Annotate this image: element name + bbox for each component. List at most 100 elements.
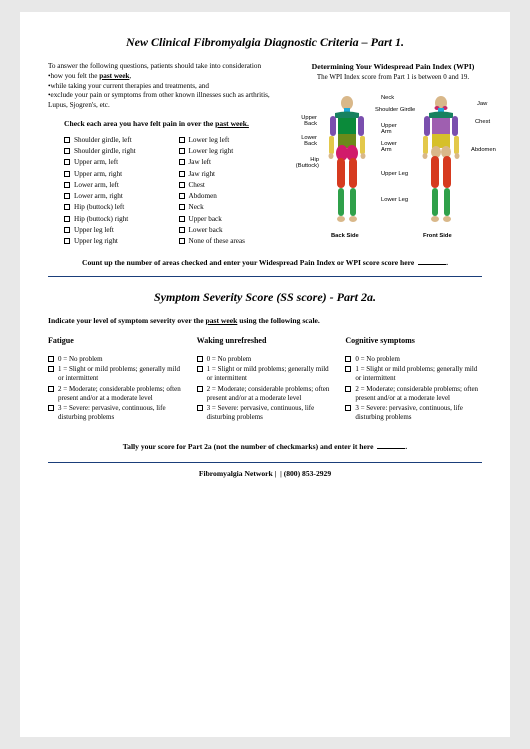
checkbox-box[interactable] — [179, 171, 185, 177]
checkbox-box[interactable] — [64, 148, 70, 154]
checkbox-box[interactable] — [48, 366, 54, 372]
part2a-score-blank[interactable] — [377, 448, 405, 449]
checkbox-box[interactable] — [345, 356, 351, 362]
pain-area-label: Lower leg right — [189, 147, 234, 157]
checkbox-box[interactable] — [48, 405, 54, 411]
checkbox-box[interactable] — [197, 366, 203, 372]
count-up-text: Count up the number of areas checked and… — [82, 258, 414, 267]
severity-option[interactable]: 1 = Slight or mild problems; generally m… — [197, 365, 334, 383]
tally-text: Tally your score for Part 2a (not the nu… — [123, 442, 374, 451]
severity-option[interactable]: 3 = Severe: pervasive, continuous, life … — [345, 404, 482, 422]
pain-area-label: Chest — [189, 181, 205, 191]
checkbox-box[interactable] — [179, 148, 185, 154]
pain-area-label: Upper back — [189, 215, 222, 225]
wpi-header: Determining Your Widespread Pain Index (… — [293, 62, 493, 82]
checkbox-box[interactable] — [345, 386, 351, 392]
pain-area-checkbox[interactable]: Jaw right — [179, 170, 284, 180]
count-up-line: Count up the number of areas checked and… — [48, 258, 482, 268]
pain-area-checkbox[interactable]: Shoulder girdle, left — [64, 136, 169, 146]
severity-option[interactable]: 0 = No problem — [197, 355, 334, 364]
severity-option[interactable]: 3 = Severe: pervasive, continuous, life … — [48, 404, 185, 422]
severity-option[interactable]: 3 = Severe: pervasive, continuous, life … — [197, 404, 334, 422]
label-lower-back: Lower Back — [295, 136, 317, 148]
pain-area-label: Jaw right — [189, 170, 216, 180]
pain-area-checkbox[interactable]: Hip (buttock) left — [64, 203, 169, 213]
pain-area-checkbox[interactable]: Upper leg right — [64, 237, 169, 247]
checkbox-box[interactable] — [345, 366, 351, 372]
wpi-sub: The WPI Index score from Part 1 is betwe… — [293, 73, 493, 82]
label-back-side: Back Side — [331, 234, 359, 240]
checkbox-box[interactable] — [179, 216, 185, 222]
wpi-score-blank[interactable] — [418, 264, 446, 265]
label-abdomen: Abdomen — [471, 148, 496, 154]
severity-option[interactable]: 0 = No problem — [345, 355, 482, 364]
footer: Fibromyalgia Network | | (800) 853-2929 — [48, 469, 482, 479]
severity-option[interactable]: 2 = Moderate; considerable problems; oft… — [48, 385, 185, 403]
checkbox-box[interactable] — [64, 182, 70, 188]
severity-columns: Fatigue0 = No problem1 = Slight or mild … — [48, 336, 482, 424]
pain-area-checkbox[interactable]: Upper leg left — [64, 226, 169, 236]
pain-area-checkbox[interactable]: Shoulder girdle, right — [64, 147, 169, 157]
severity-option-label: 1 = Slight or mild problems; generally m… — [355, 365, 482, 383]
checkbox-box[interactable] — [64, 171, 70, 177]
severity-option[interactable]: 2 = Moderate; considerable problems; oft… — [197, 385, 334, 403]
body-front-svg — [411, 96, 471, 231]
pain-area-checkbox[interactable]: Neck — [179, 203, 284, 213]
severity-option[interactable]: 1 = Slight or mild problems; generally m… — [48, 365, 185, 383]
wpi-heading: Determining Your Widespread Pain Index (… — [293, 62, 493, 73]
pain-area-checkbox[interactable]: Upper arm, right — [64, 170, 169, 180]
pain-area-checkbox[interactable]: Lower leg left — [179, 136, 284, 146]
severity-option-label: 3 = Severe: pervasive, continuous, life … — [58, 404, 185, 422]
severity-option[interactable]: 0 = No problem — [48, 355, 185, 364]
checkbox-box[interactable] — [179, 159, 185, 165]
checkbox-box[interactable] — [179, 204, 185, 210]
checkbox-box[interactable] — [179, 238, 185, 244]
checkbox-box[interactable] — [64, 204, 70, 210]
pain-area-checkbox[interactable]: Lower leg right — [179, 147, 284, 157]
pain-area-label: Lower leg left — [189, 136, 230, 146]
label-lower-arm: Lower Arm — [381, 142, 405, 154]
pain-area-checkbox[interactable]: Lower arm, left — [64, 181, 169, 191]
checkbox-box[interactable] — [64, 238, 70, 244]
pain-area-checkbox[interactable]: Upper arm, left — [64, 158, 169, 168]
check-instruction: Check each area you have felt pain in ov… — [64, 119, 254, 129]
pain-area-checkbox[interactable]: Hip (buttock) right — [64, 215, 169, 225]
severity-column: Cognitive symptoms0 = No problem1 = Slig… — [345, 336, 482, 424]
pain-area-checkbox[interactable]: Lower arm, right — [64, 192, 169, 202]
severity-option-label: 1 = Slight or mild problems; generally m… — [207, 365, 334, 383]
checkbox-box[interactable] — [64, 159, 70, 165]
checkbox-box[interactable] — [179, 193, 185, 199]
severity-option[interactable]: 2 = Moderate; considerable problems; oft… — [345, 385, 482, 403]
indicate-post: using the following scale. — [237, 316, 319, 325]
label-lower-leg: Lower Leg — [381, 198, 408, 204]
pain-areas-col-2: Lower leg leftLower leg rightJaw left Jaw… — [179, 136, 284, 248]
checkbox-box[interactable] — [197, 386, 203, 392]
checkbox-box[interactable] — [197, 356, 203, 362]
pain-area-checkbox[interactable]: None of these areas — [179, 237, 284, 247]
pain-area-checkbox[interactable]: Abdomen — [179, 192, 284, 202]
checkbox-box[interactable] — [179, 182, 185, 188]
checkbox-box[interactable] — [179, 227, 185, 233]
label-upper-arm: Upper Arm — [381, 124, 405, 136]
checkbox-box[interactable] — [48, 356, 54, 362]
checkbox-box[interactable] — [48, 386, 54, 392]
checkbox-box[interactable] — [64, 216, 70, 222]
label-hip: Hip (Buttock) — [293, 158, 319, 170]
checkbox-box[interactable] — [179, 137, 185, 143]
pain-area-checkbox[interactable]: Upper back — [179, 215, 284, 225]
part1-upper-row: To answer the following questions, patie… — [48, 62, 482, 248]
checkbox-box[interactable] — [197, 405, 203, 411]
checkbox-box[interactable] — [64, 193, 70, 199]
checkbox-box[interactable] — [345, 405, 351, 411]
indicate-bold: past week — [205, 316, 237, 325]
severity-column: Fatigue0 = No problem1 = Slight or mild … — [48, 336, 185, 424]
body-back-svg — [317, 96, 377, 231]
check-instr-pre: Check each area you have felt pain in ov… — [64, 119, 215, 128]
pain-area-checkbox[interactable]: Jaw left — [179, 158, 284, 168]
checkbox-box[interactable] — [64, 227, 70, 233]
pain-area-checkbox[interactable]: Chest — [179, 181, 284, 191]
checkbox-box[interactable] — [64, 137, 70, 143]
severity-option-label: 3 = Severe: pervasive, continuous, life … — [207, 404, 334, 422]
severity-option[interactable]: 1 = Slight or mild problems; generally m… — [345, 365, 482, 383]
pain-area-checkbox[interactable]: Lower back — [179, 226, 284, 236]
